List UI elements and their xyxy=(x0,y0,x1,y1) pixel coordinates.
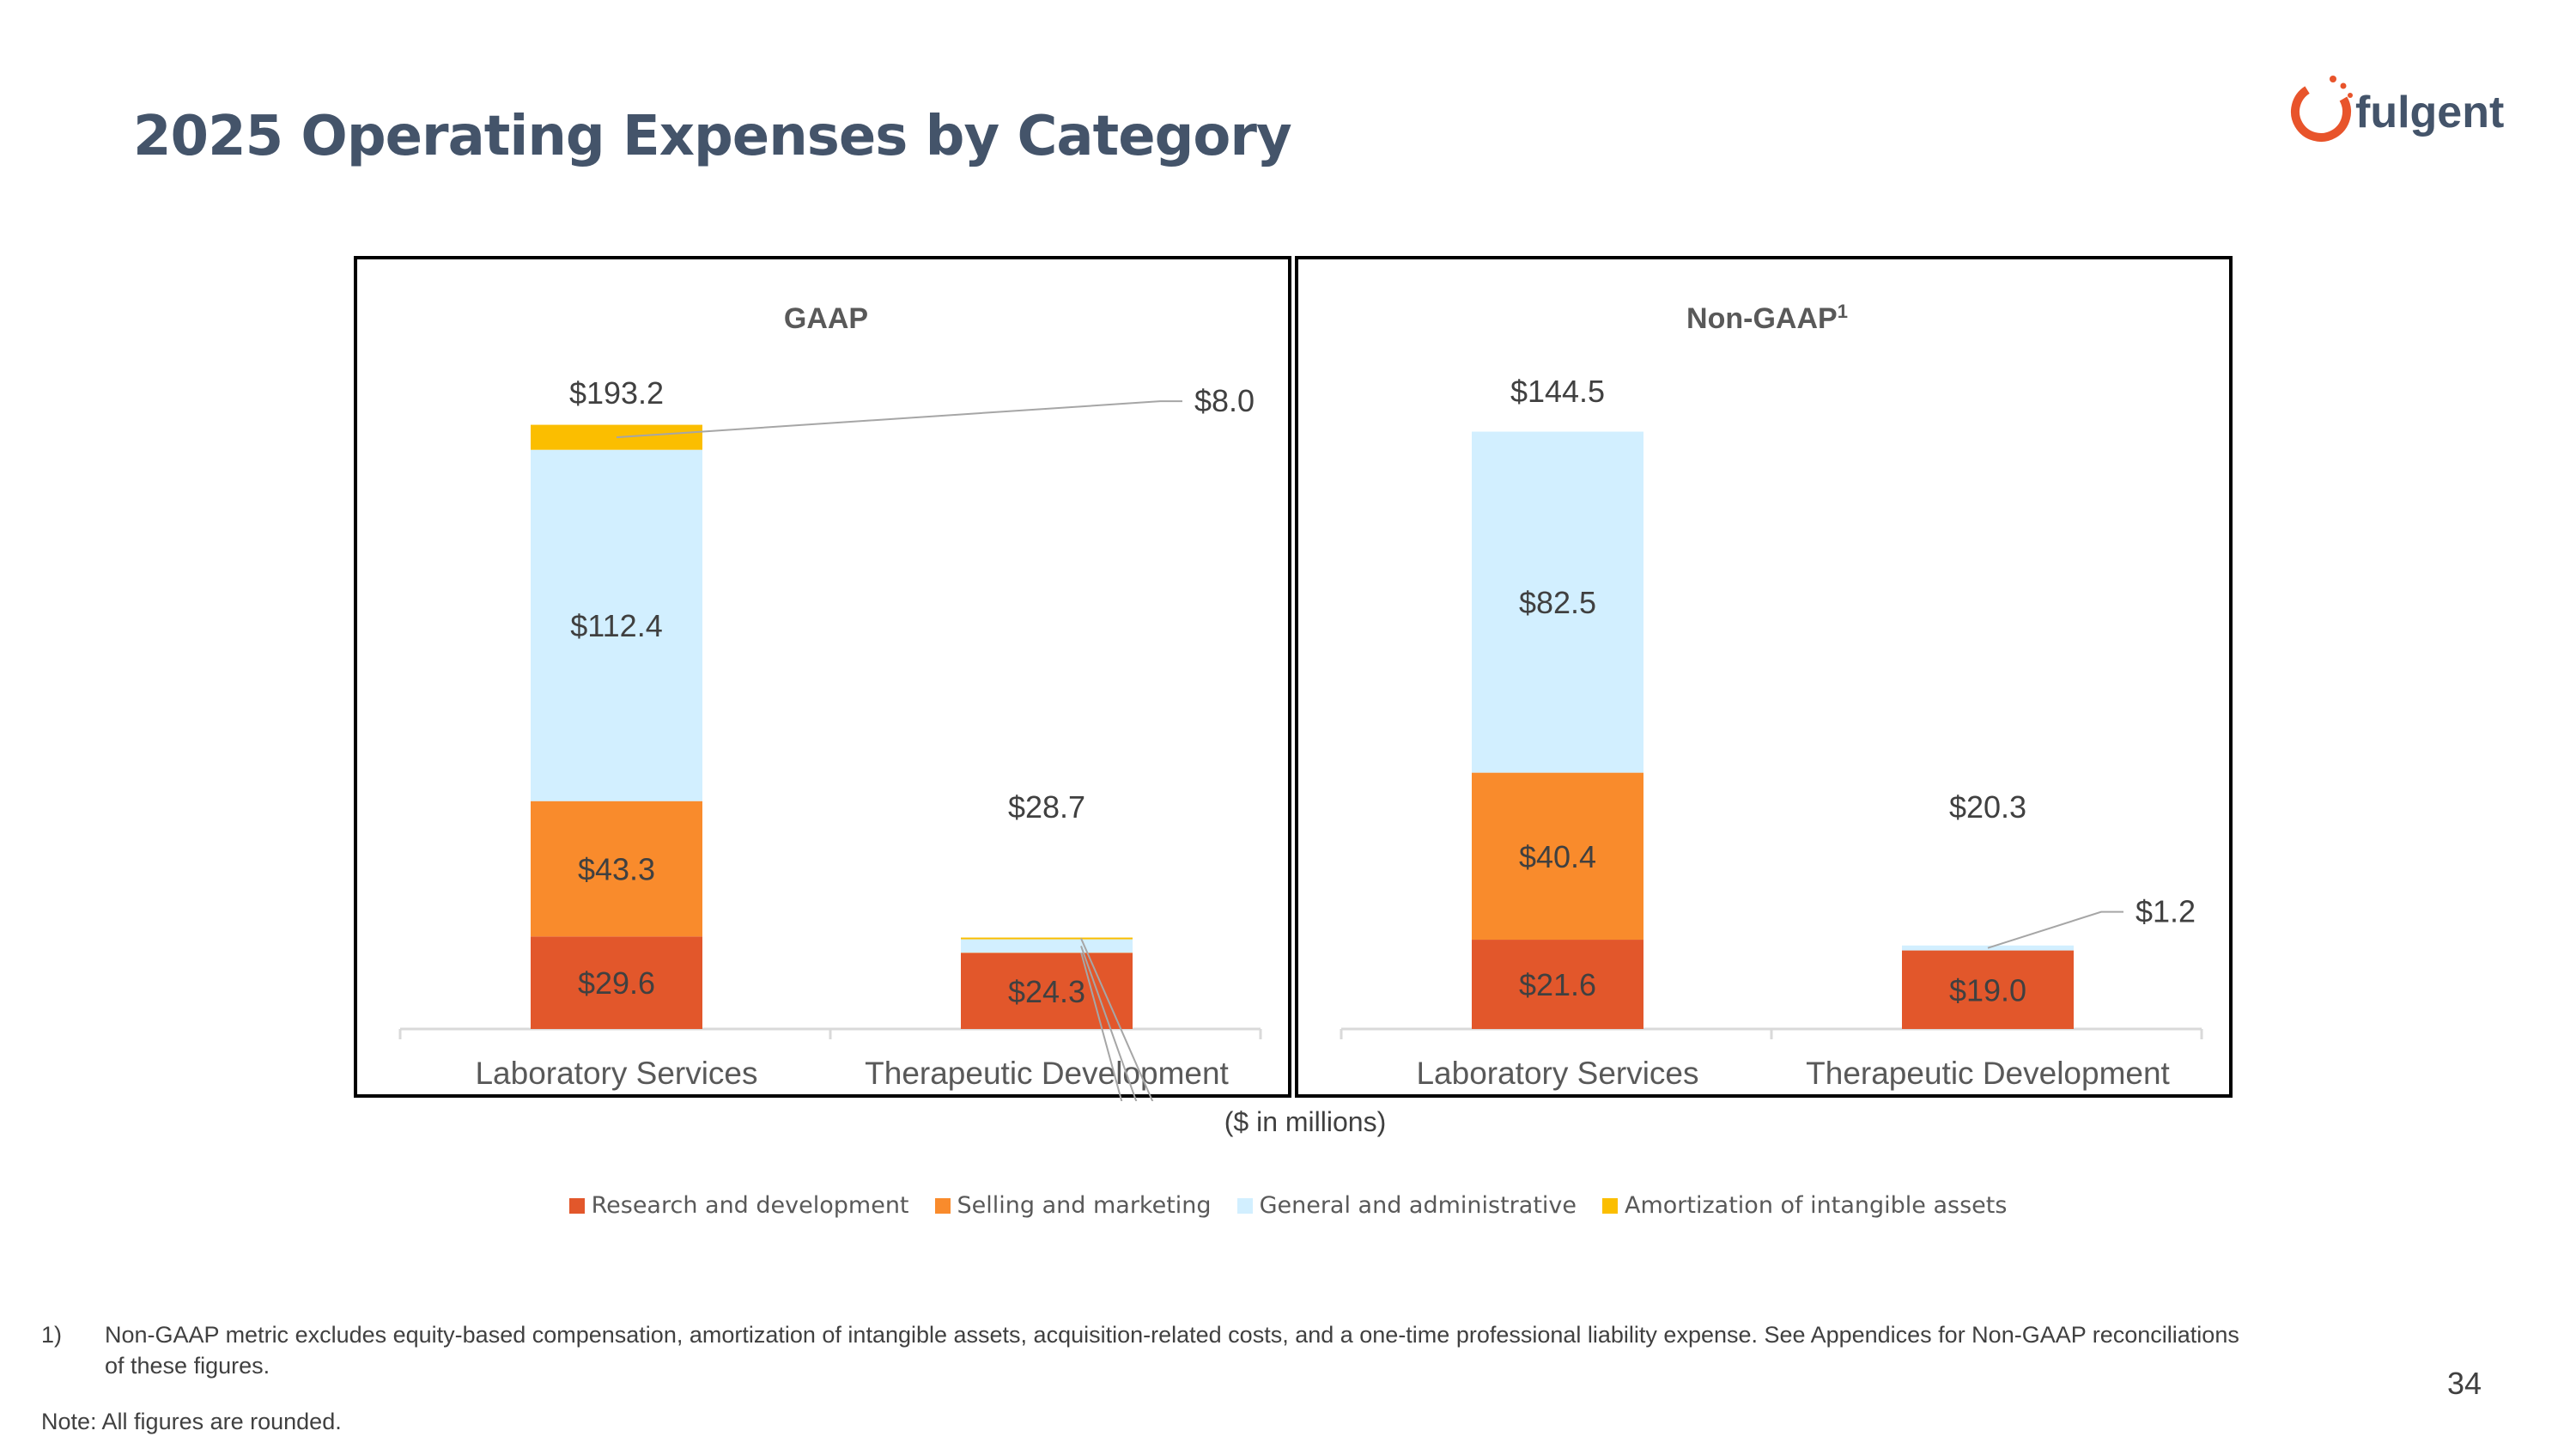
non-gaap-data-label-therapeutic-development-research: $19.0 xyxy=(1949,972,2026,1008)
chart-legend: Research and development Selling and mar… xyxy=(0,1192,2576,1219)
gaap-data-label-laboratory-services-amortization: $8.0 xyxy=(1194,383,1255,418)
gaap-leader-line-therapeutic-development-general xyxy=(1080,946,1138,1101)
non-gaap-data-label-laboratory-services-research: $21.6 xyxy=(1519,967,1596,1002)
gaap-category-laboratory-services: Laboratory Services xyxy=(475,1056,757,1091)
gaap-chart-panel: GAAP Laboratory Services $29.6 $43.3 $112.4 $… xyxy=(354,256,1291,1101)
legend-item-amortization: Amortization of intangible assets xyxy=(1602,1192,2007,1219)
non-gaap-category-therapeutic-development: Therapeutic Development xyxy=(1806,1056,2170,1091)
non-gaap-chart-panel: Non-GAAP1 Laboratory Services $21.6 $40.4 $8… xyxy=(1295,256,2233,1098)
non-gaap-data-label-therapeutic-development-general: $1.2 xyxy=(2136,894,2196,929)
gaap-bar-therapeutic-development-amortization xyxy=(961,937,1133,940)
footnote-text: Non-GAAP metric excludes equity-based co… xyxy=(105,1322,2239,1379)
legend-label-selling: Selling and marketing xyxy=(957,1192,1212,1219)
non-gaap-bar-laboratory-services-research xyxy=(1472,940,1643,1029)
non-gaap-leader-line-therapeutic-development-general xyxy=(1987,910,2123,949)
legend-label-amortization: Amortization of intangible assets xyxy=(1625,1192,2008,1219)
legend-item-general: General and administrative xyxy=(1236,1192,1577,1219)
non-gaap-bar-laboratory-services-selling xyxy=(1472,772,1643,941)
footnote: 1) Non-GAAP metric excludes equity-based… xyxy=(41,1319,2239,1381)
gaap-leader-line-therapeutic-development-selling xyxy=(1080,952,1123,1101)
gaap-data-label-therapeutic-development-research: $24.3 xyxy=(1008,974,1085,1009)
legend-item-selling: Selling and marketing xyxy=(934,1192,1212,1219)
gaap-data-label-therapeutic-development-amortization: $0.1 xyxy=(1194,1100,1255,1101)
fulgent-logo: fulgent xyxy=(2291,76,2504,142)
legend-swatch-general xyxy=(1236,1197,1253,1214)
gaap-total-label-laboratory-services: $193.2 xyxy=(569,375,664,411)
gaap-total-label-therapeutic-development: $28.7 xyxy=(1008,789,1085,825)
non-gaap-bar-laboratory-services-general xyxy=(1472,431,1643,773)
non-gaap-bar-therapeutic-development-research xyxy=(1902,950,2074,1029)
non-gaap-total-label-laboratory-services: $144.5 xyxy=(1510,374,1605,409)
legend-item-research: Research and development xyxy=(568,1192,909,1219)
non-gaap-chart: Non-GAAP1 Laboratory Services $21.6 $40.4 $8… xyxy=(1340,301,2203,1091)
gaap-chart-title: GAAP xyxy=(784,302,868,335)
logo-dot-1 xyxy=(2330,76,2336,82)
gaap-leader-line-laboratory-services-amortization xyxy=(616,400,1182,439)
page-title: 2025 Operating Expenses by Category xyxy=(133,105,1292,168)
gaap-leader-line-therapeutic-development-amortization xyxy=(1080,938,1154,1101)
page-number: 34 xyxy=(2447,1366,2482,1401)
gaap-data-label-laboratory-services-selling: $43.3 xyxy=(578,852,655,887)
non-gaap-chart-title: Non-GAAP1 xyxy=(1686,301,1848,335)
gaap-bar-therapeutic-development-general xyxy=(961,939,1133,953)
legend-label-general: General and administrative xyxy=(1259,1192,1577,1219)
legend-swatch-research xyxy=(568,1197,585,1214)
legend-swatch-selling xyxy=(934,1197,951,1214)
non-gaap-total-label-therapeutic-development: $20.3 xyxy=(1949,789,2026,825)
non-gaap-title-superscript: 1 xyxy=(1838,301,1848,322)
gaap-data-label-laboratory-services-general: $112.4 xyxy=(570,608,662,643)
non-gaap-category-laboratory-services: Laboratory Services xyxy=(1416,1056,1698,1091)
rounding-note: Note: All figures are rounded. xyxy=(41,1409,342,1434)
legend-label-research: Research and development xyxy=(591,1192,909,1219)
non-gaap-data-label-laboratory-services-selling: $40.4 xyxy=(1519,839,1596,874)
logo-dot-2 xyxy=(2340,82,2347,89)
footnote-number: 1) xyxy=(41,1322,63,1348)
legend-swatch-amortization xyxy=(1602,1197,1619,1214)
logo-dot-3 xyxy=(2348,93,2353,98)
gaap-chart: GAAP Laboratory Services $29.6 $43.3 $112.4 $… xyxy=(398,302,1262,1101)
gaap-category-therapeutic-development: Therapeutic Development xyxy=(865,1056,1229,1091)
gaap-bar-laboratory-services-general xyxy=(531,449,702,801)
logo-wordmark: fulgent xyxy=(2355,88,2504,137)
non-gaap-data-label-laboratory-services-general: $82.5 xyxy=(1519,585,1596,620)
gaap-bar-laboratory-services-selling xyxy=(531,801,702,937)
gaap-bar-laboratory-services-research xyxy=(531,936,702,1029)
gaap-data-label-laboratory-services-research: $29.6 xyxy=(578,965,655,1001)
unit-label: ($ in millions) xyxy=(1224,1106,1387,1137)
